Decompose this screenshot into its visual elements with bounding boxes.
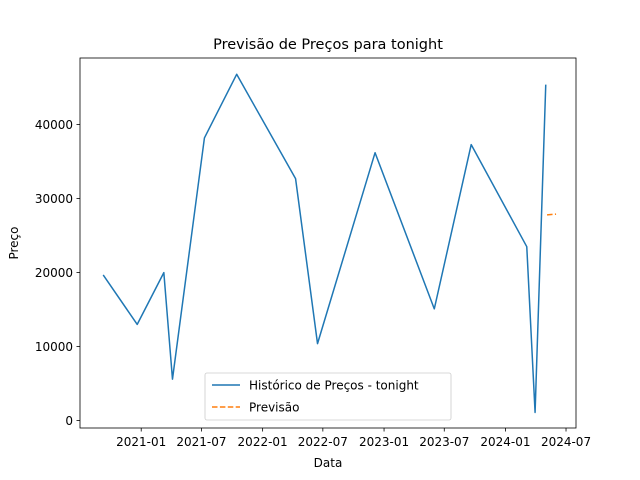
legend: Histórico de Preços - tonight Previsão xyxy=(204,372,452,421)
x-tick-label-4: 2023-01 xyxy=(359,435,409,449)
chart-title: Previsão de Preços para tonight xyxy=(213,37,443,53)
x-tick-label-7: 2024-07 xyxy=(541,435,591,449)
y-tick-label-0: 0 xyxy=(65,414,73,428)
series-layer xyxy=(102,73,557,414)
x-tick-label-0: 2021-01 xyxy=(116,435,166,449)
legend-label-previsao: Previsão xyxy=(249,401,299,415)
x-tick-label-2: 2022-01 xyxy=(238,435,288,449)
series-line-0 xyxy=(102,73,547,414)
x-tick-label-6: 2024-01 xyxy=(480,435,530,449)
legend-label-historico: Histórico de Preços - tonight xyxy=(249,379,419,393)
x-axis-label: Data xyxy=(314,456,343,470)
series-line-1 xyxy=(546,213,557,216)
plot-area xyxy=(79,57,577,429)
legend-box xyxy=(204,372,452,421)
x-axis: 2021-01 2021-07 2022-01 2022-07 2023-01 2023-… xyxy=(116,428,591,449)
x-tick-label-1: 2021-07 xyxy=(176,435,226,449)
y-axis: 0 10000 20000 30000 40000 xyxy=(35,118,80,428)
y-tick-label-3: 30000 xyxy=(35,192,73,206)
y-tick-label-4: 40000 xyxy=(35,118,73,132)
axes-frame xyxy=(79,57,577,429)
y-tick-label-1: 10000 xyxy=(35,340,73,354)
y-tick-label-2: 20000 xyxy=(35,266,73,280)
x-tick-label-3: 2022-07 xyxy=(298,435,348,449)
y-axis-label: Preço xyxy=(7,226,21,259)
x-tick-label-5: 2023-07 xyxy=(419,435,469,449)
